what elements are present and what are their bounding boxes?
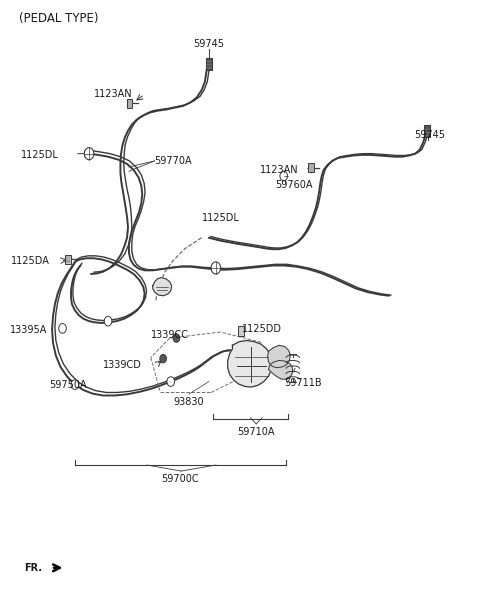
Bar [65,255,71,264]
Text: 1125DL: 1125DL [21,150,59,160]
Bar [424,125,430,138]
Text: 59710A: 59710A [238,427,275,437]
Text: 59770A: 59770A [154,156,192,166]
Text: 59711B: 59711B [285,378,322,388]
Bar [127,99,132,108]
Text: 1339CC: 1339CC [151,330,189,341]
Polygon shape [267,345,290,368]
Circle shape [59,324,66,333]
Bar [238,326,244,336]
Text: 59745: 59745 [193,39,224,49]
Text: FR.: FR. [24,563,43,573]
Circle shape [167,377,175,387]
Text: 1339CD: 1339CD [103,360,142,370]
Circle shape [173,334,180,342]
Text: 1125DL: 1125DL [202,213,240,224]
Circle shape [104,316,112,326]
Polygon shape [228,341,272,387]
Text: 59745: 59745 [414,130,445,140]
Circle shape [211,262,221,274]
Circle shape [280,171,288,181]
Text: 59760A: 59760A [275,180,312,190]
Text: (PEDAL TYPE): (PEDAL TYPE) [19,12,98,25]
Bar [309,164,314,171]
Text: 1123AN: 1123AN [94,90,133,99]
Bar [206,58,212,70]
Circle shape [160,355,167,363]
Text: 1125DD: 1125DD [242,324,282,335]
Text: 59700C: 59700C [161,473,199,484]
Text: 13395A: 13395A [10,325,48,335]
Text: 1125DA: 1125DA [11,256,50,265]
Text: 59750A: 59750A [50,379,87,390]
Text: 1123AN: 1123AN [260,165,299,175]
Circle shape [71,380,79,390]
Text: 93830: 93830 [173,397,204,407]
Polygon shape [153,278,172,296]
Polygon shape [268,361,293,379]
Circle shape [84,148,94,160]
